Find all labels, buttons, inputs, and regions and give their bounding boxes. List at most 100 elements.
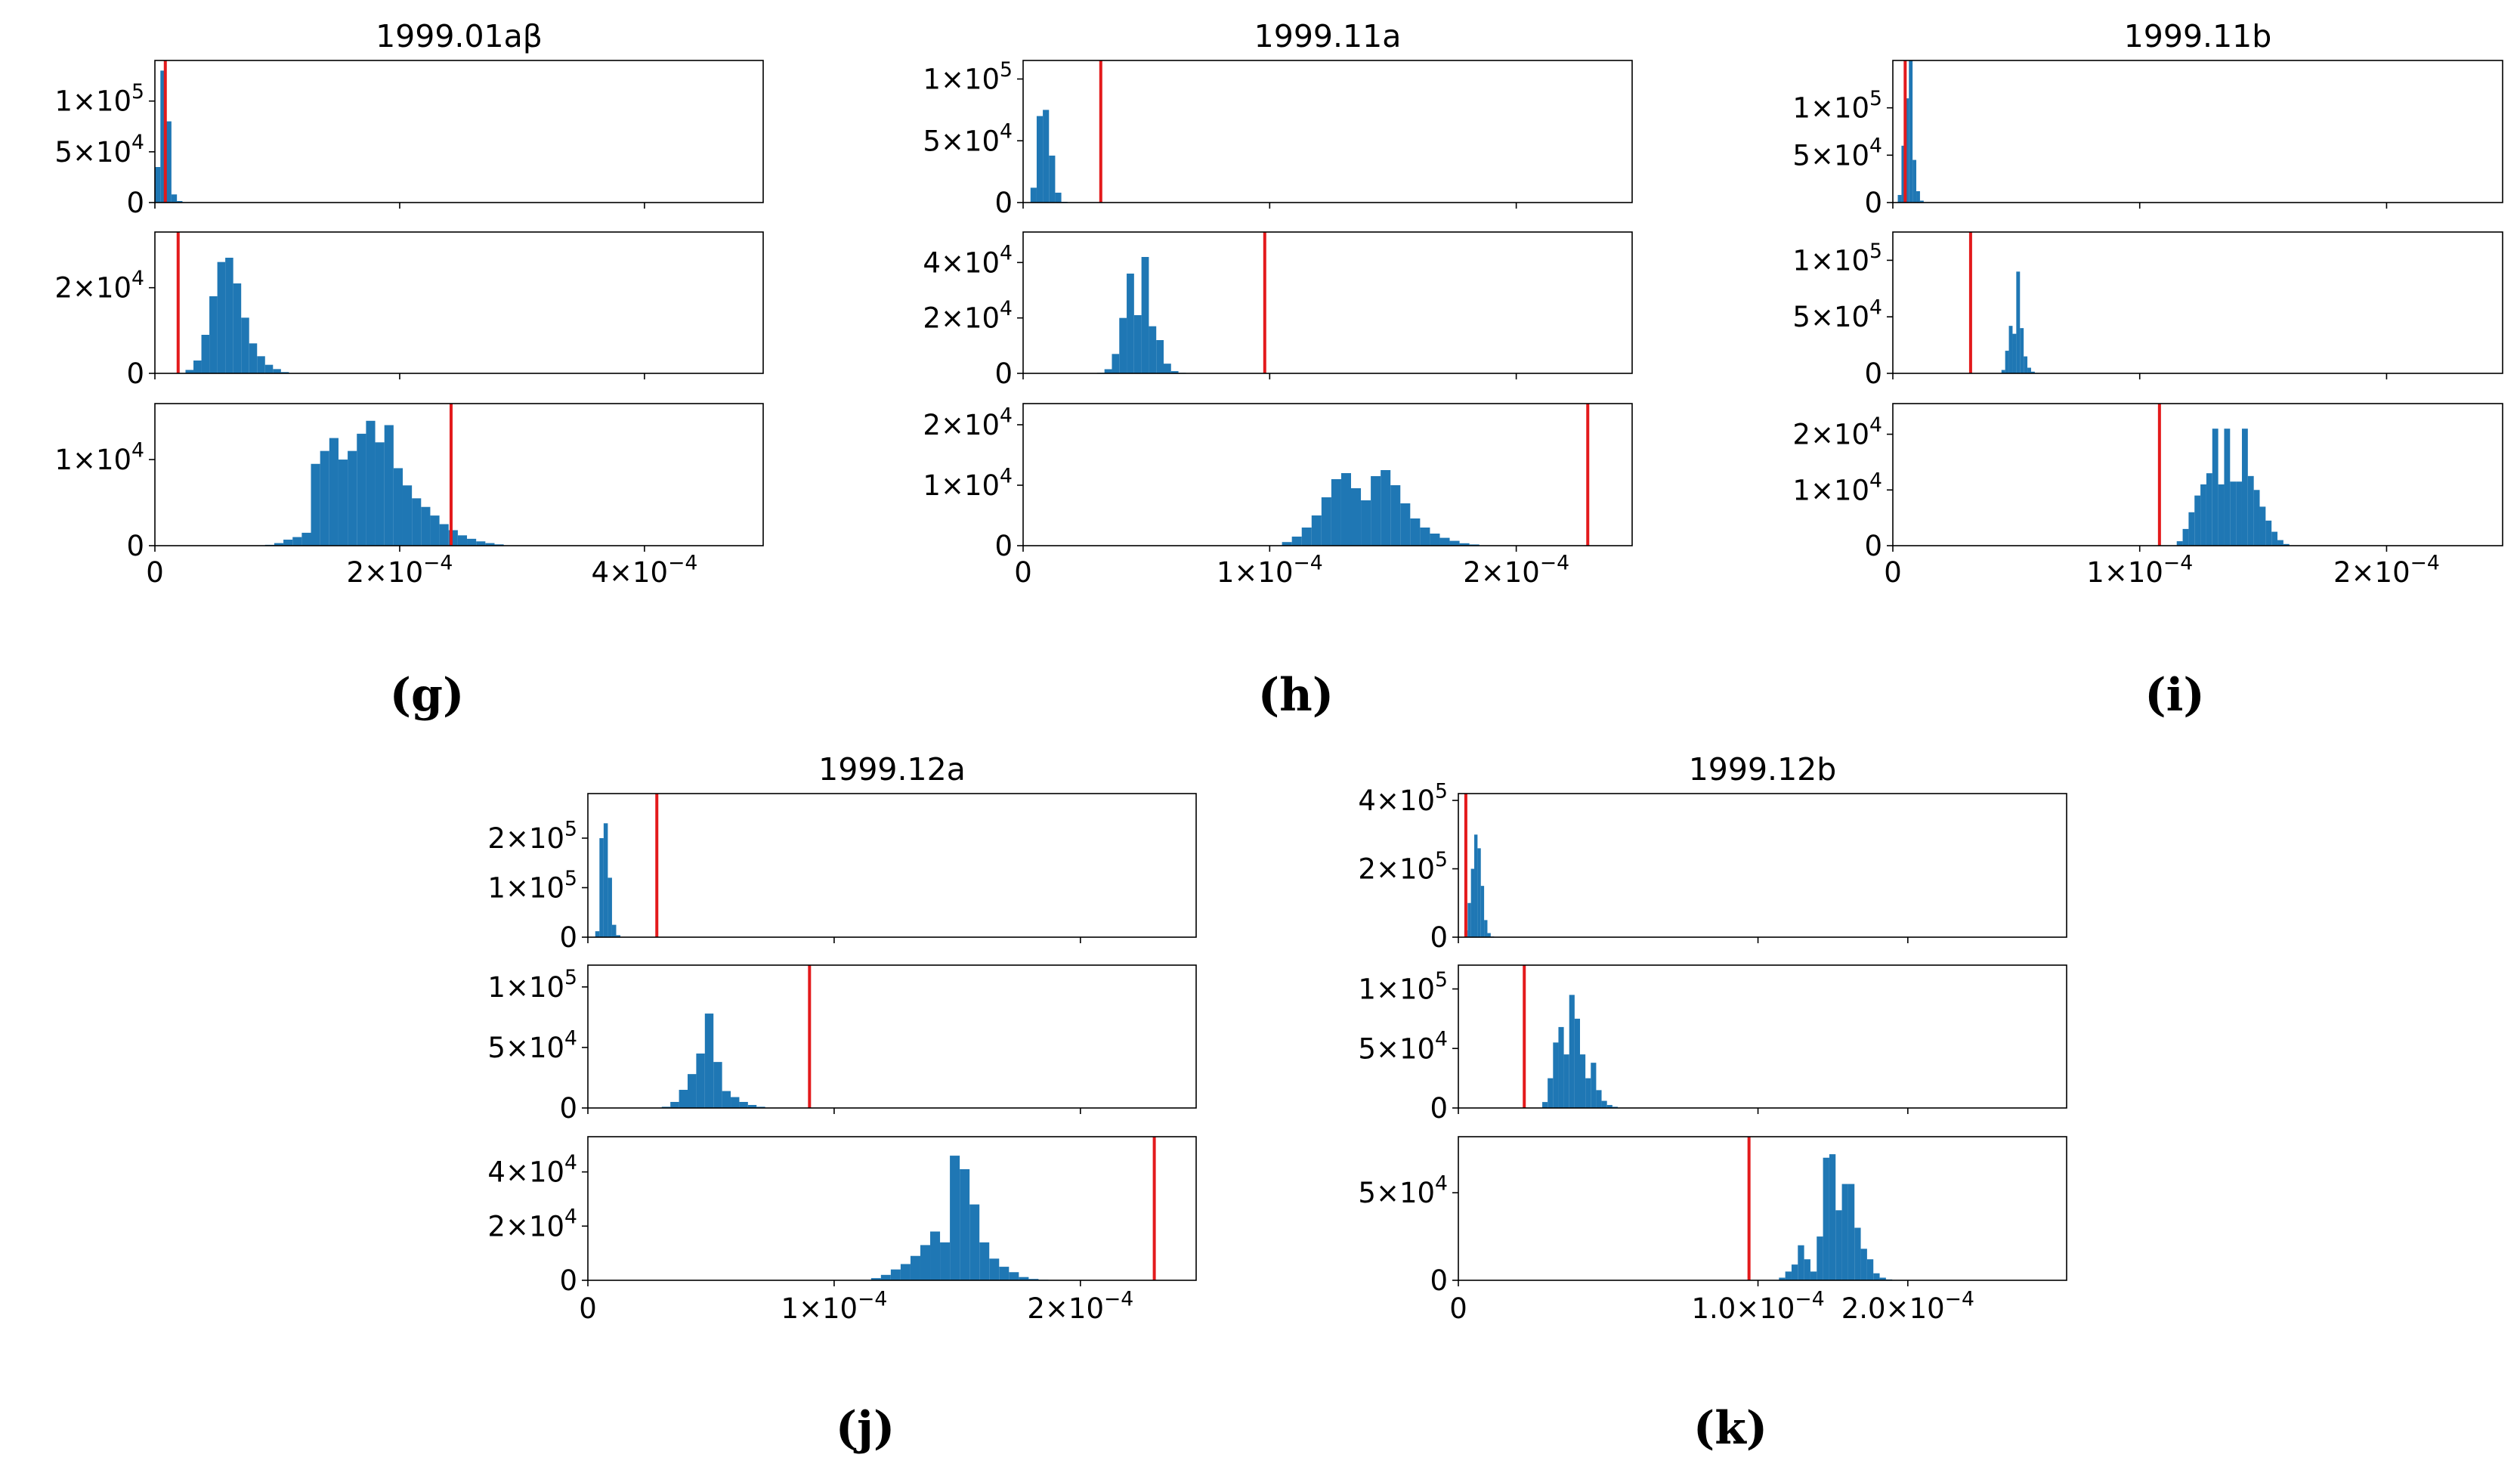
histogram-bar <box>1779 1277 1786 1280</box>
y-tick-label: 0 <box>1430 1264 1448 1297</box>
histogram-bar <box>2283 543 2290 546</box>
histogram-bar <box>2020 328 2024 373</box>
histogram-bar <box>2212 429 2219 546</box>
y-tick-label: 1×104 <box>54 438 144 476</box>
histogram-bar <box>1467 902 1471 937</box>
histogram-bar <box>1817 1236 1823 1280</box>
histogram-bar <box>1585 1078 1591 1108</box>
histogram-bar <box>292 537 302 546</box>
y-tick-label: 0 <box>559 1264 577 1297</box>
histogram-bar <box>1170 371 1179 373</box>
histogram-bar <box>1591 1063 1597 1108</box>
histogram-bar <box>1847 1184 1855 1280</box>
y-tick-label: 0 <box>559 921 577 954</box>
y-tick-label: 5×104 <box>1792 296 1882 334</box>
x-tick-label: 2×10−4 <box>1463 551 1569 589</box>
histogram-bar <box>357 433 366 546</box>
histogram-bar <box>1866 1259 1874 1280</box>
histogram-bar <box>2247 475 2254 546</box>
histogram-bar <box>1430 534 1440 546</box>
y-tick-label: 2×104 <box>923 404 1013 441</box>
histogram-bar <box>1340 473 1351 546</box>
y-tick-label: 1×104 <box>923 464 1013 502</box>
histogram-bar <box>2200 484 2206 546</box>
subplot-row-3: 0 2×104 4×104 <box>487 1136 1197 1297</box>
x-tick-label: 1×10−4 <box>781 1287 887 1325</box>
y-tick-label: 5×104 <box>923 120 1013 158</box>
histogram-bar <box>329 438 339 546</box>
histogram-bar <box>2024 356 2028 373</box>
axes-frame <box>1458 793 2067 938</box>
x-tick-label: 0 <box>146 556 164 589</box>
histogram-bar <box>2230 481 2237 546</box>
y-tick-label: 2×104 <box>923 297 1013 335</box>
panel-k: 1999.12b 0 2×105 4×105 0 5×104 1×105 0 5×104 0 1.0… <box>1358 751 2067 1455</box>
axes-frame <box>1892 60 2503 203</box>
histogram-bar <box>910 1255 920 1280</box>
histogram-bar <box>311 463 320 546</box>
y-tick-label: 0 <box>1864 530 1882 562</box>
axes-frame <box>587 793 1197 938</box>
histogram-bar <box>595 931 600 937</box>
x-tick-label: 0 <box>579 1292 597 1325</box>
histogram-bar <box>1574 1018 1580 1108</box>
histogram-bar <box>1055 192 1062 203</box>
axes-frame <box>1458 964 2067 1109</box>
histogram-bar <box>1301 528 1312 546</box>
histogram-bar <box>494 544 504 546</box>
histogram-bar <box>171 194 178 203</box>
y-tick-label: 4×104 <box>487 1151 577 1189</box>
histogram-bar <box>722 1091 731 1108</box>
histogram-bar <box>2265 520 2272 546</box>
histogram-bar <box>217 262 226 373</box>
histogram-bar <box>421 506 431 546</box>
y-tick-label: 1×105 <box>54 80 144 118</box>
histogram-bar <box>264 364 274 373</box>
histogram-bar <box>283 540 293 546</box>
x-tick-label: 1.0×10−4 <box>1691 1287 1824 1325</box>
y-tick-label: 0 <box>994 187 1013 219</box>
histogram-bar <box>1563 1054 1569 1108</box>
histogram-bar <box>485 543 495 546</box>
y-tick-label: 0 <box>1864 187 1882 219</box>
subplot-row-2: 0 2×104 <box>54 231 764 390</box>
axes-frame <box>1892 231 2503 374</box>
histogram-bar <box>375 442 385 546</box>
histogram-bar <box>1459 543 1470 546</box>
x-tick-label: 1×10−4 <box>2086 551 2193 589</box>
subplot-row-1: 0 5×104 1×105 <box>1792 60 2503 219</box>
histogram-bar <box>870 1278 881 1280</box>
y-tick-label: 1×104 <box>1792 469 1882 507</box>
histogram-bar <box>960 1169 970 1280</box>
histogram-bar <box>679 1089 688 1108</box>
histogram-bar <box>940 1242 951 1280</box>
histogram-bar <box>155 167 161 203</box>
y-tick-label: 0 <box>994 530 1013 562</box>
panel-caption: (k) <box>1693 1402 1767 1455</box>
histogram-bar <box>1371 476 1381 546</box>
histogram-bar <box>2005 351 2009 373</box>
histogram-bar <box>687 1074 697 1108</box>
histogram-bar <box>1553 1042 1559 1108</box>
histogram-bar <box>1558 1026 1564 1108</box>
histogram-bar <box>165 121 172 203</box>
histogram-bar <box>1916 190 1920 203</box>
histogram-bar <box>2253 490 2260 546</box>
histogram-bar <box>249 343 258 373</box>
histogram-bar <box>1879 1277 1886 1280</box>
y-tick-label: 1×105 <box>487 867 577 905</box>
histogram-bar <box>2012 333 2017 373</box>
histogram-bar <box>1606 1105 1612 1108</box>
histogram-bar <box>1282 542 1292 546</box>
histogram-bar <box>273 369 281 373</box>
axes-frame <box>154 60 764 203</box>
histogram-bar <box>209 296 218 373</box>
y-tick-label: 4×104 <box>923 242 1013 280</box>
histogram-bar <box>1791 1264 1798 1280</box>
histogram-bar <box>2176 541 2183 546</box>
histogram-bar <box>2027 367 2031 373</box>
panel-caption: (j) <box>836 1402 895 1455</box>
panel-h: 1999.11a 0 5×104 1×105 0 2×104 4×104 0 1×104 2×10… <box>923 18 1633 722</box>
histogram-bar <box>366 420 376 546</box>
histogram-bar <box>1785 1271 1792 1280</box>
